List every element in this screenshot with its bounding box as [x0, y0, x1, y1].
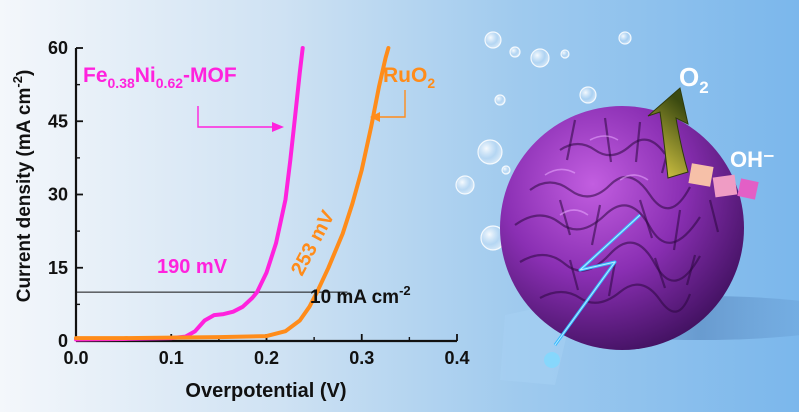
x-tick-label: 0.3 — [349, 348, 374, 368]
mof-sphere — [500, 106, 744, 350]
bubbles — [455, 31, 632, 251]
overpotential-label-mof: 190 mV — [157, 256, 228, 278]
reference-line-label: 10 mA cm-2 — [310, 283, 411, 308]
bubble — [618, 31, 632, 45]
lsv-chart: 0.0 0.1 0.2 0.3 0.4 0 15 30 45 60 Fe0.38Ni0.62-MO… — [10, 38, 470, 402]
sphere-highlights — [544, 135, 649, 216]
series-line-ruo2 — [74, 46, 391, 341]
bubble — [530, 48, 550, 68]
legend-mof: Fe0.38Ni0.62-MOF — [83, 64, 237, 91]
hydroxide-cube-icon — [737, 178, 759, 200]
catalyst-illustration: O2 OH⁻ — [455, 31, 799, 385]
bubble — [484, 31, 502, 49]
sphere-texture — [514, 117, 720, 313]
bubble — [477, 139, 503, 165]
bubble — [509, 46, 521, 58]
y-axis-title: Current density (mA cm-2) — [10, 70, 35, 303]
y-tick-label: 15 — [48, 258, 68, 278]
y-tick-label: 60 — [48, 38, 68, 58]
o2-release-arrow-icon — [647, 87, 689, 179]
legend-ruo2: RuO2 — [383, 64, 435, 91]
o2-label: O2 — [679, 62, 709, 97]
x-tick-label: 0.0 — [63, 348, 88, 368]
bubble — [560, 49, 570, 59]
bubble — [501, 165, 511, 175]
x-tick-label: 0.2 — [254, 348, 279, 368]
hydroxide-cube-icon — [712, 174, 738, 198]
bubble — [494, 94, 506, 106]
lightning-glow — [554, 214, 641, 346]
hydroxide-label: OH⁻ — [730, 147, 775, 172]
y-tick-label: 0 — [58, 331, 68, 351]
bubble — [455, 175, 475, 195]
bubble — [579, 86, 597, 104]
chart-axes: 0.0 0.1 0.2 0.3 0.4 0 15 30 45 60 — [48, 38, 470, 368]
electron-glow-icon — [544, 352, 560, 368]
hydroxide-cube-icon — [688, 163, 714, 187]
y-tick-label: 30 — [48, 185, 68, 205]
mof-pointer-arrow — [197, 106, 284, 132]
x-tick-label: 0.4 — [444, 348, 469, 368]
y-tick-label: 45 — [48, 111, 68, 131]
x-tick-label: 0.1 — [159, 348, 184, 368]
x-axis-title: Overpotential (V) — [185, 380, 346, 402]
ruo2-pointer-arrow — [370, 90, 406, 122]
chart-series — [74, 46, 391, 342]
